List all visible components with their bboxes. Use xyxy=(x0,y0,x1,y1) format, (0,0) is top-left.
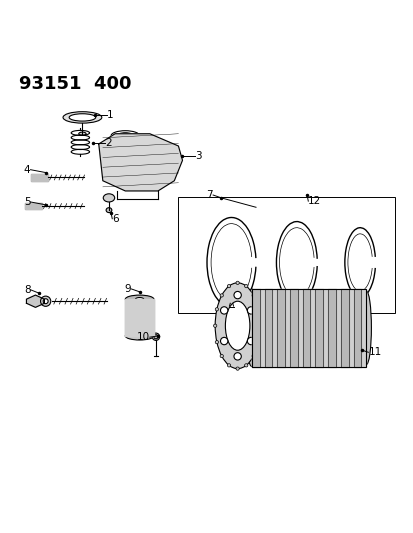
Ellipse shape xyxy=(233,292,241,299)
Text: 6: 6 xyxy=(112,214,119,224)
Ellipse shape xyxy=(256,308,259,311)
Ellipse shape xyxy=(235,281,239,285)
Ellipse shape xyxy=(258,324,261,327)
Bar xyxy=(25,203,41,209)
Ellipse shape xyxy=(43,299,48,304)
Ellipse shape xyxy=(247,306,254,314)
Ellipse shape xyxy=(106,208,112,213)
Bar xyxy=(25,203,41,209)
Ellipse shape xyxy=(220,354,223,358)
Polygon shape xyxy=(26,295,44,308)
Text: 4: 4 xyxy=(24,165,31,175)
Bar xyxy=(178,197,394,313)
Ellipse shape xyxy=(251,354,254,358)
Bar xyxy=(31,174,47,181)
Ellipse shape xyxy=(63,112,102,123)
Bar xyxy=(125,299,154,336)
Ellipse shape xyxy=(227,285,230,288)
Ellipse shape xyxy=(69,114,95,121)
Text: 93151  400: 93151 400 xyxy=(19,75,131,93)
Bar xyxy=(290,289,297,367)
Bar xyxy=(277,289,284,367)
Polygon shape xyxy=(99,134,182,191)
Text: 2: 2 xyxy=(104,138,111,148)
Ellipse shape xyxy=(225,301,249,350)
Text: 7: 7 xyxy=(206,190,213,200)
Ellipse shape xyxy=(141,160,158,173)
Ellipse shape xyxy=(135,297,143,301)
Ellipse shape xyxy=(244,285,247,288)
Ellipse shape xyxy=(360,291,370,365)
Ellipse shape xyxy=(244,364,247,367)
Ellipse shape xyxy=(117,133,133,139)
Text: 5: 5 xyxy=(24,197,31,207)
Ellipse shape xyxy=(40,296,51,306)
Ellipse shape xyxy=(220,337,227,345)
Ellipse shape xyxy=(235,367,239,370)
Bar xyxy=(252,289,366,367)
Bar xyxy=(340,289,348,367)
Ellipse shape xyxy=(78,132,86,135)
Text: 8: 8 xyxy=(24,285,31,295)
Ellipse shape xyxy=(215,341,218,344)
Bar xyxy=(252,289,366,367)
Text: 3: 3 xyxy=(194,151,201,161)
Bar xyxy=(315,289,322,367)
Ellipse shape xyxy=(125,295,154,303)
Ellipse shape xyxy=(103,194,114,202)
Ellipse shape xyxy=(251,294,254,297)
Ellipse shape xyxy=(247,337,254,345)
Ellipse shape xyxy=(215,283,259,369)
Ellipse shape xyxy=(227,364,230,367)
Text: 1: 1 xyxy=(107,110,113,119)
Bar xyxy=(315,289,322,367)
Bar xyxy=(264,289,272,367)
Ellipse shape xyxy=(256,341,259,344)
Bar xyxy=(302,289,310,367)
Bar xyxy=(252,289,259,367)
Bar xyxy=(302,289,310,367)
Bar xyxy=(353,289,360,367)
Text: 12: 12 xyxy=(308,196,321,206)
Bar xyxy=(353,289,360,367)
Ellipse shape xyxy=(233,353,241,360)
Bar xyxy=(340,289,348,367)
Bar xyxy=(328,289,335,367)
Bar xyxy=(277,289,284,367)
Ellipse shape xyxy=(125,332,154,340)
Ellipse shape xyxy=(215,308,218,311)
Text: 10: 10 xyxy=(136,332,150,342)
Text: 11: 11 xyxy=(368,348,381,357)
Bar xyxy=(31,174,47,181)
Bar xyxy=(290,289,297,367)
Ellipse shape xyxy=(152,333,159,341)
Ellipse shape xyxy=(245,289,257,367)
Ellipse shape xyxy=(220,294,223,297)
Bar xyxy=(328,289,335,367)
Bar xyxy=(264,289,272,367)
Text: 9: 9 xyxy=(124,284,131,294)
Ellipse shape xyxy=(213,324,216,327)
Ellipse shape xyxy=(220,306,227,314)
Bar xyxy=(252,289,259,367)
Bar xyxy=(125,299,154,336)
